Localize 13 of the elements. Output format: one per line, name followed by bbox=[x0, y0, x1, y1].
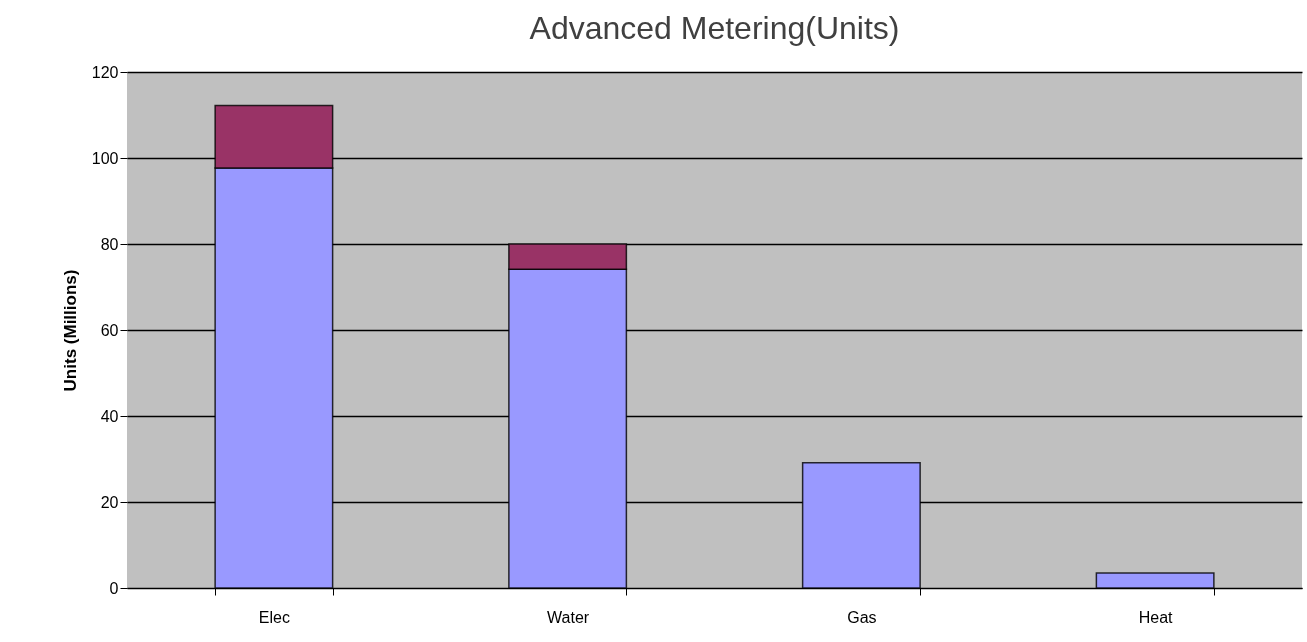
x-tick-label: Elec bbox=[258, 608, 290, 626]
x-tick-label: Heat bbox=[1138, 608, 1174, 626]
y-tick-label: 120 bbox=[91, 63, 119, 81]
x-tick-label: Gas bbox=[847, 608, 877, 626]
x-tick-label: Water bbox=[547, 608, 590, 626]
y-tick-label: 60 bbox=[100, 321, 119, 339]
chart-title: Advanced Metering(Units) bbox=[529, 10, 900, 46]
y-tick-label: 80 bbox=[100, 235, 119, 253]
y-tick-label: 0 bbox=[109, 579, 119, 597]
y-axis-title: Units (Millions) bbox=[60, 269, 80, 392]
y-tick-label: 40 bbox=[100, 407, 119, 425]
y-tick-label: 100 bbox=[91, 149, 119, 167]
y-tick-label: 20 bbox=[100, 493, 119, 511]
